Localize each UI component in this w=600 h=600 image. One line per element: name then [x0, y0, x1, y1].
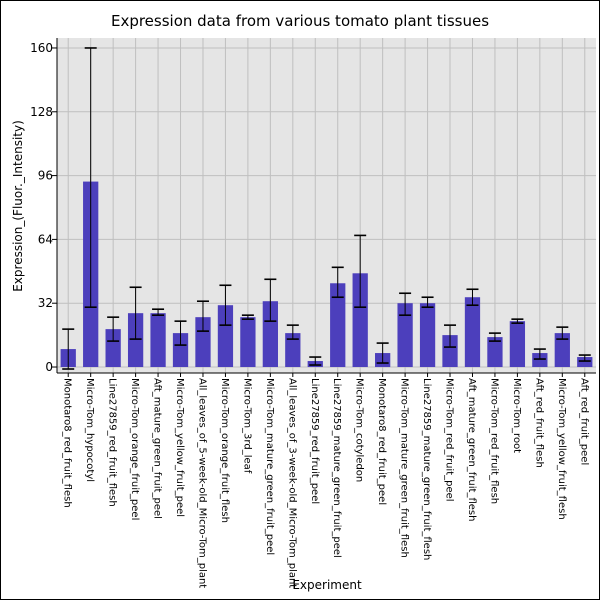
bar: [262, 301, 278, 368]
bar: [150, 313, 166, 368]
bar: [487, 337, 503, 368]
x-tick-label: Aft_mature_green_fruit_flesh: [466, 378, 477, 521]
x-tick-label: Monotaro8_red_fruit_flesh: [62, 378, 73, 508]
bar: [532, 353, 548, 368]
bar: [554, 333, 570, 368]
bar: [285, 333, 301, 368]
x-tick-label: Micro-Tom_yellow_fruit_flesh: [556, 378, 567, 520]
bar: [195, 317, 211, 368]
x-tick-label: Micro-Tom_yellow_fruit_peel: [174, 378, 185, 517]
x-tick-label: Micro-Tom_hypocotyl: [84, 378, 95, 482]
y-tick-label: 64: [38, 232, 53, 246]
x-tick-label: Micro-Tom_mature_green_fruit_flesh: [399, 378, 410, 558]
x-tick-label: Micro-Tom_orange_fruit_flesh: [219, 378, 230, 523]
x-tick-label: Micro-Tom_cotyledon: [354, 378, 365, 482]
x-tick-label: Aft_mature_green_fruit_peel: [152, 378, 163, 519]
x-tick-label: Micro-Tom_mature_green_fruit_peel: [264, 378, 275, 555]
bar: [330, 283, 346, 368]
x-tick-label: Micro-Tom_root: [511, 378, 522, 453]
bar: [442, 335, 458, 368]
bar: [352, 273, 368, 368]
y-axis-ticks: 0 32 64 96 128 160: [30, 41, 57, 374]
x-tick-label: Micro-Tom_red_fruit_flesh: [488, 378, 499, 504]
bar: [464, 297, 481, 368]
chart-title: Expression data from various tomato plan…: [111, 12, 489, 30]
bar: [397, 303, 413, 368]
bar: [172, 333, 189, 368]
x-axis-ticks: Monotaro8_red_fruit_flesh Micro-Tom_hypoc…: [62, 373, 589, 588]
y-tick-label: 0: [45, 360, 53, 374]
bar: [217, 305, 234, 368]
x-tick-label: Line27859_red_fruit_flesh: [107, 378, 118, 507]
y-tick-label: 32: [38, 296, 53, 310]
x-tick-label: Aft_red_fruit_peel: [578, 378, 589, 465]
x-tick-label: Micro-Tom_orange_fruit_peel: [129, 378, 140, 520]
grid-lines: [57, 38, 596, 373]
bar: [419, 303, 436, 368]
bar: [105, 329, 121, 368]
error-bars: [62, 47, 591, 370]
x-tick-label: Line27859_mature_green_fruit_peel: [331, 378, 342, 558]
x-axis-label: Experiment: [292, 578, 362, 592]
x-tick-label: All_leaves_of_5-week-old_Micro-Tom_plant: [196, 378, 207, 588]
bar: [509, 321, 526, 368]
y-tick-label: 160: [30, 41, 53, 55]
x-tick-label: Line27859_red_fruit_peel: [309, 378, 320, 504]
x-tick-label: Monotaro8_red_fruit_peel: [376, 378, 387, 505]
y-tick-label: 128: [30, 105, 53, 119]
bar: [127, 313, 144, 368]
x-tick-label: All_leaves_of_3-week-old_Micro-Tom_plant: [286, 378, 297, 588]
x-tick-label: Aft_red_fruit_flesh: [533, 378, 544, 468]
bar: [240, 317, 256, 368]
bar: [577, 357, 593, 368]
bars: [60, 181, 593, 368]
y-tick-label: 96: [38, 169, 53, 183]
plot-area: [57, 38, 596, 373]
y-axis-label: Expression_(Fluor._Intensity): [11, 120, 25, 292]
x-tick-label: Micro-Tom_red_fruit_peel: [444, 378, 455, 502]
x-tick-label: Line27859_mature_green_fruit_flesh: [421, 378, 432, 560]
x-tick-label: Micro-Tom_3rd_leaf: [241, 378, 252, 474]
